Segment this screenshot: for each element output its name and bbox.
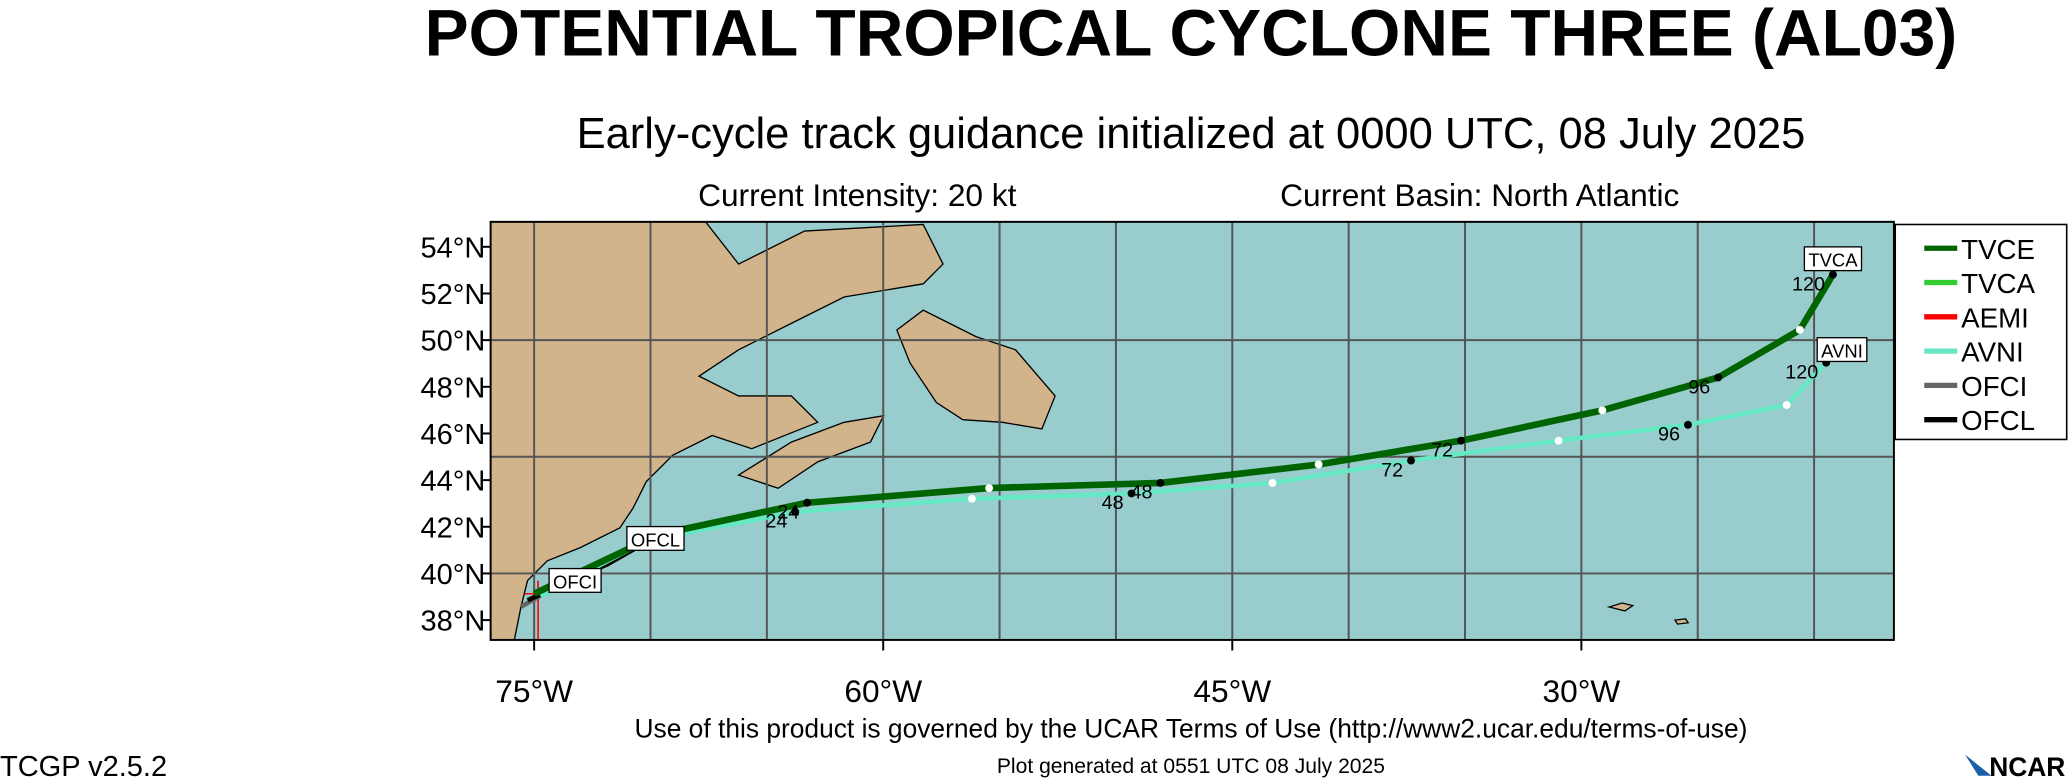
hour-label: 48 <box>1102 492 1124 514</box>
hour-label: 24 <box>777 502 799 524</box>
azores <box>1606 602 1690 625</box>
track-point <box>1156 478 1165 487</box>
terms: Use of this product is governed by the U… <box>634 714 1747 744</box>
track-point <box>1714 373 1723 382</box>
track-point <box>967 494 976 503</box>
track-point <box>1268 478 1277 487</box>
model-box-bg <box>626 525 685 551</box>
intensity: Current Intensity: 20 kt <box>698 177 1017 213</box>
track-point <box>1457 436 1466 445</box>
model-box: OFCL <box>626 525 685 551</box>
hour-label: 72 <box>1431 440 1453 462</box>
y-tick-label: 44°N <box>421 466 486 498</box>
x-tick-label: 30°W <box>1543 673 1621 709</box>
track-point <box>803 498 812 507</box>
y-tick-label: 52°N <box>421 279 486 311</box>
model-box-bg <box>548 567 602 593</box>
track-point <box>1598 406 1607 415</box>
legend-label: OFCI <box>1961 371 2027 402</box>
model-box-bg <box>1803 246 1863 272</box>
y-tick-label: 48°N <box>421 372 486 404</box>
hour-label: 48 <box>1130 482 1152 504</box>
track-point <box>1407 456 1415 465</box>
basin: Current Basin: North Atlantic <box>1280 177 1679 213</box>
x-tick-label: 45°W <box>1193 673 1271 709</box>
track-point <box>1828 270 1837 279</box>
track-point <box>1782 401 1791 409</box>
generated: Plot generated at 0551 UTC 08 July 2025 <box>997 755 1385 778</box>
y-tick-label: 42°N <box>421 512 486 544</box>
hour-label: 24 <box>765 511 787 533</box>
legend-label: TVCA <box>1961 268 2035 299</box>
y-tick-label: 54°N <box>421 232 486 264</box>
track-point <box>791 507 800 516</box>
model-box-bg <box>1816 337 1868 363</box>
model-box-label: OFCI <box>553 571 597 592</box>
y-tick-label: 38°N <box>421 606 486 638</box>
subtitle: Early-cycle track guidance initialized a… <box>577 110 1806 158</box>
hour-label: 120 <box>1792 273 1825 295</box>
title: POTENTIAL TROPICAL CYCLONE THREE (AL03) <box>425 0 1958 70</box>
y-tick-label: 50°N <box>421 326 486 358</box>
track-point <box>985 484 994 493</box>
model-box: AVNI <box>1816 337 1868 363</box>
grid <box>490 221 1894 640</box>
x-tick-label: 60°W <box>844 673 922 709</box>
model-box: OFCI <box>548 567 602 593</box>
y-tick-label: 40°N <box>421 559 486 591</box>
x-tick-label: 75°W <box>495 673 573 709</box>
map-frame <box>489 220 1895 641</box>
legend <box>1894 223 2068 441</box>
track-point <box>1683 420 1692 429</box>
track-point <box>1127 489 1136 498</box>
hour-label: 72 <box>1381 459 1403 481</box>
legend-label: OFCL <box>1961 405 2035 436</box>
version: TCGP v2.5.2 <box>0 751 167 780</box>
model-box: TVCA <box>1803 246 1863 272</box>
track-point <box>1554 436 1563 445</box>
track-point <box>1314 460 1323 469</box>
model-box-label: TVCA <box>1808 250 1858 271</box>
hour-label: 96 <box>1658 424 1680 446</box>
model-box-label: AVNI <box>1821 340 1863 361</box>
logo: NCAR <box>1989 752 2065 780</box>
model-box-label: OFCL <box>631 529 680 550</box>
legend-label: AVNI <box>1961 337 2024 368</box>
track-point <box>1795 325 1804 334</box>
nova-scotia <box>737 414 885 489</box>
legend-label: TVCE <box>1961 234 2035 265</box>
hour-label: 96 <box>1688 376 1710 398</box>
legend-label: AEMI <box>1961 302 2029 333</box>
logo-mark <box>1965 754 1992 776</box>
hour-label: 120 <box>1785 362 1818 384</box>
y-tick-label: 46°N <box>421 419 486 451</box>
